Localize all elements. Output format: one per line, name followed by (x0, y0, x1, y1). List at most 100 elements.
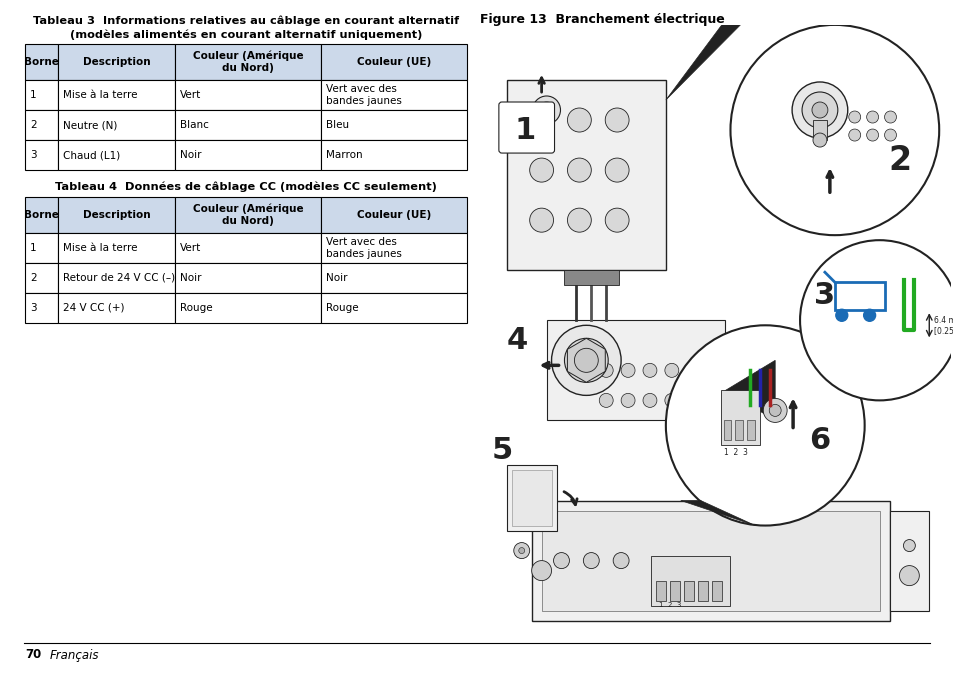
Text: 1: 1 (514, 116, 535, 145)
Circle shape (604, 108, 628, 132)
Circle shape (791, 82, 847, 138)
Text: Couleur (UE): Couleur (UE) (356, 210, 431, 220)
Circle shape (762, 398, 786, 423)
Circle shape (862, 310, 875, 321)
Text: Description: Description (83, 210, 151, 220)
Circle shape (514, 542, 529, 559)
Bar (746, 421, 755, 440)
Circle shape (538, 102, 554, 118)
Polygon shape (680, 501, 755, 526)
Polygon shape (567, 339, 604, 382)
Text: Mise à la terre: Mise à la terre (63, 90, 137, 100)
Bar (175, 233, 321, 263)
Circle shape (801, 92, 837, 128)
Bar (697, 581, 707, 600)
Circle shape (812, 133, 826, 147)
Circle shape (529, 158, 553, 182)
Circle shape (665, 325, 863, 526)
Circle shape (529, 108, 553, 132)
Text: Chaud (L1): Chaud (L1) (63, 150, 120, 160)
Bar (656, 581, 665, 600)
Bar (175, 80, 321, 110)
Text: Description: Description (83, 57, 151, 67)
Bar (58, 110, 175, 140)
Text: 6.4 mm
[0.25 in]: 6.4 mm [0.25 in] (933, 316, 953, 335)
Bar (321, 140, 467, 170)
Bar (888, 511, 928, 610)
Text: Tableau 4  Données de câblage CC (modèles CC seulement): Tableau 4 Données de câblage CC (modèles… (55, 182, 436, 192)
Bar (683, 581, 693, 600)
Circle shape (553, 553, 569, 569)
Circle shape (768, 404, 781, 417)
Text: Vert: Vert (180, 243, 201, 253)
Polygon shape (724, 360, 775, 421)
Circle shape (800, 240, 953, 400)
Bar (834, 282, 883, 310)
Circle shape (642, 394, 657, 407)
Text: 1  2  3: 1 2 3 (722, 448, 746, 458)
Text: Couleur (UE): Couleur (UE) (356, 57, 431, 67)
Text: Marron: Marron (326, 150, 362, 160)
Bar (722, 421, 731, 440)
Bar (175, 263, 321, 293)
Bar (25, 293, 58, 323)
Bar (58, 197, 175, 233)
Bar (58, 140, 175, 170)
Circle shape (604, 158, 628, 182)
Bar (531, 501, 888, 621)
Bar (25, 110, 58, 140)
Circle shape (564, 339, 608, 382)
Text: 6: 6 (808, 426, 830, 455)
Circle shape (598, 363, 613, 378)
Bar (812, 120, 826, 140)
Circle shape (598, 394, 613, 407)
Bar (650, 556, 730, 606)
Bar (506, 466, 556, 530)
Text: Bleu: Bleu (326, 120, 349, 130)
Circle shape (811, 102, 827, 118)
Circle shape (531, 561, 551, 581)
Bar (321, 197, 467, 233)
Polygon shape (665, 20, 744, 100)
Text: Français: Français (50, 649, 99, 662)
Text: Couleur (Amérique
du Nord): Couleur (Amérique du Nord) (193, 51, 303, 73)
Text: 70: 70 (25, 649, 41, 662)
Bar (506, 80, 665, 271)
Bar (511, 470, 551, 526)
Bar (669, 581, 679, 600)
Bar (735, 421, 742, 440)
Circle shape (551, 325, 620, 395)
Bar (25, 44, 58, 80)
Circle shape (567, 208, 591, 232)
Circle shape (664, 363, 679, 378)
Text: 4: 4 (506, 326, 527, 355)
Text: 1  2  3: 1 2 3 (659, 602, 680, 608)
Bar (175, 293, 321, 323)
Bar (58, 233, 175, 263)
Text: Borne: Borne (24, 57, 59, 67)
Text: Tableau 3  Informations relatives au câblage en courant alternatif: Tableau 3 Informations relatives au câbl… (33, 15, 458, 26)
Bar (25, 233, 58, 263)
Bar (175, 140, 321, 170)
Text: Noir: Noir (326, 273, 347, 283)
Circle shape (848, 111, 860, 123)
Text: Noir: Noir (180, 273, 202, 283)
Bar (321, 80, 467, 110)
Text: 2: 2 (30, 120, 36, 130)
Text: Rouge: Rouge (180, 303, 213, 313)
Circle shape (518, 548, 524, 554)
Bar (720, 390, 760, 446)
Circle shape (604, 208, 628, 232)
Bar (58, 263, 175, 293)
Text: Rouge: Rouge (326, 303, 358, 313)
Text: Vert: Vert (180, 90, 201, 100)
Bar (541, 511, 879, 610)
Bar (25, 197, 58, 233)
Circle shape (835, 310, 847, 321)
Bar (58, 44, 175, 80)
FancyBboxPatch shape (498, 102, 554, 153)
Circle shape (730, 25, 938, 235)
Text: 2: 2 (30, 273, 36, 283)
Text: Retour de 24 V CC (–): Retour de 24 V CC (–) (63, 273, 175, 283)
Text: (modèles alimentés en courant alternatif uniquement): (modèles alimentés en courant alternatif… (70, 29, 422, 40)
